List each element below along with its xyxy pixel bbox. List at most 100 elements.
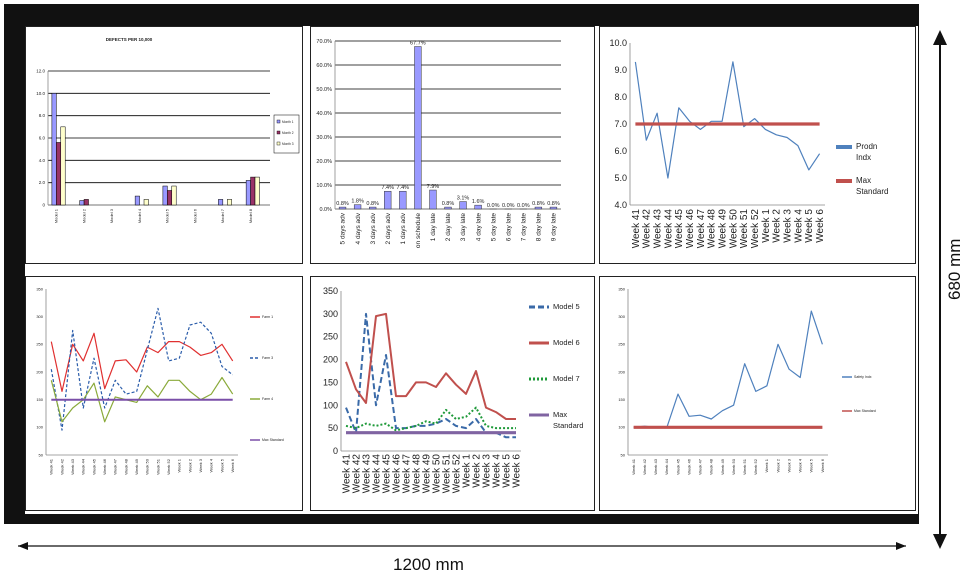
x-tick-label: Week 46 [686,458,691,474]
x-tick-label: Week 43 [361,454,372,494]
x-tick-label: Week 48 [411,454,422,494]
y-tick-label: 0.0% [319,207,332,213]
data-label: 7.4% [381,185,394,191]
models-chart-panel: 0 50 100 150 200 250 300 350 Week 41 Week 42 Week … [310,276,595,511]
y-tick-label: 150 [36,397,43,402]
legend-label: Month 1 [282,120,294,124]
y-tick-label: 10.0% [316,183,332,189]
legend-label: Model 5 [553,302,580,311]
x-tick-label: 5 days adv [340,212,347,244]
x-tick-label: Week 44 [371,454,382,494]
schedule-chart-panel: 0.0% 10.0% 20.0% 30.0% 40.0% 50.0% 60.0% 70.0% 0… [310,26,595,264]
data-label: 0.0% [517,203,530,209]
x-tick-label: Week 47 [401,454,412,494]
data-label: 3.1% [457,196,470,202]
x-tick-label: Week 42 [642,458,647,474]
x-tick-label: Week 41 [341,454,352,494]
y-tick-label: 250 [36,342,43,347]
bar [369,206,377,210]
x-tick-label: Week 45 [674,209,685,249]
x-tick-label: 3 day late [460,213,467,242]
bar [384,190,392,210]
x-tick-label: Week 4 [491,454,502,488]
x-tick-label: Week 5 [809,458,814,472]
x-tick-label: 5 day late [490,213,497,242]
legend-label: Standard [856,187,888,196]
legend-label: Max [856,176,871,185]
bar [83,199,89,206]
bar [459,201,467,210]
x-tick-label: Week 42 [59,458,64,474]
bar [549,206,558,210]
bar [143,199,149,206]
legend-label: Farm 4 [262,397,273,401]
legend-label: Month 3 [282,142,294,146]
x-tick-label: Week 1 [761,209,772,243]
width-dimension-label: 1200 mm [393,555,464,574]
bar [534,206,543,210]
legend-label: Max Standard [854,409,876,413]
height-dimension-label: 680 mm [945,238,964,300]
y-tick-label: 50.0% [316,87,332,93]
y-tick-label: 4.0 [614,200,627,210]
x-tick-label: Week 49 [720,458,725,474]
y-tick-label: 50 [328,423,338,433]
x-tick-label: 2 day late [445,213,452,242]
x-tick-label: Week 50 [431,454,442,494]
series-line [50,332,234,393]
y-tick-label: 300 [323,309,338,319]
y-tick-label: 250 [618,342,625,347]
y-tick-label: 250 [323,332,338,342]
x-tick-label: Week 48 [707,209,718,249]
x-tick-label: Week 43 [70,458,75,474]
x-tick-label: Week 45 [381,454,392,494]
legend-label: Month 2 [282,131,294,135]
x-tick-label: Week 2 [772,209,783,243]
x-tick-label: Week 47 [113,458,118,474]
x-tick-label: Week 45 [675,458,680,474]
y-tick-label: 6.0 [614,146,627,156]
x-tick-label: Model 2 [81,208,86,223]
x-tick-label: Week 52 [166,458,171,474]
x-tick-label: Week 44 [663,209,674,249]
y-tick-label: 20.0% [316,159,332,165]
y-tick-label: 10.0 [609,38,627,48]
y-tick-label: 200 [618,369,625,374]
x-tick-label: Week 52 [750,209,761,249]
data-label: 1.8% [351,199,364,205]
x-tick-label: Model 3 [109,208,114,223]
y-tick-label: 70.0% [316,39,332,45]
y-tick-label: 50 [621,452,626,457]
legend-label: Farm 3 [262,356,273,360]
data-label: 0.8% [336,201,349,207]
bar [60,126,66,206]
bar [399,190,407,210]
y-tick-label: 9.0 [614,65,627,75]
bar [414,46,422,210]
x-tick-label: Week 4 [798,458,803,472]
legend-label: Standard [553,421,583,430]
x-tick-label: Week 51 [742,458,747,474]
x-tick-label: Week 43 [653,458,658,474]
data-label: 0.8% [366,201,379,207]
series-line [634,61,821,179]
x-tick-label: Week 5 [804,209,815,243]
data-label: 67.7% [410,41,426,47]
x-tick-label: Week 42 [642,209,653,249]
defects-chart-panel: DEFECTS PER 10,000 0 2.0 4.0 6.0 8.0 10.0 12.0 M… [25,26,303,264]
x-tick-label: 8 day late [536,213,543,242]
x-tick-label: Week 50 [145,458,150,474]
series-line [50,307,234,431]
x-tick-label: Week 44 [81,458,86,474]
y-tick-label: 100 [618,425,625,430]
y-tick-label: 0 [333,446,338,456]
prodn-chart-panel: 4.0 5.0 6.0 7.0 8.0 9.0 10.0 Week 41 Week 42 Week… [599,26,916,264]
x-tick-label: on schedule [415,213,422,248]
x-tick-label: 7 day late [521,213,528,242]
series-line [345,406,516,432]
y-tick-label: 10.0 [36,91,45,96]
x-tick-label: 2 days adv [385,212,392,244]
y-tick-label: 150 [618,397,625,402]
y-tick-label: 100 [36,425,43,430]
